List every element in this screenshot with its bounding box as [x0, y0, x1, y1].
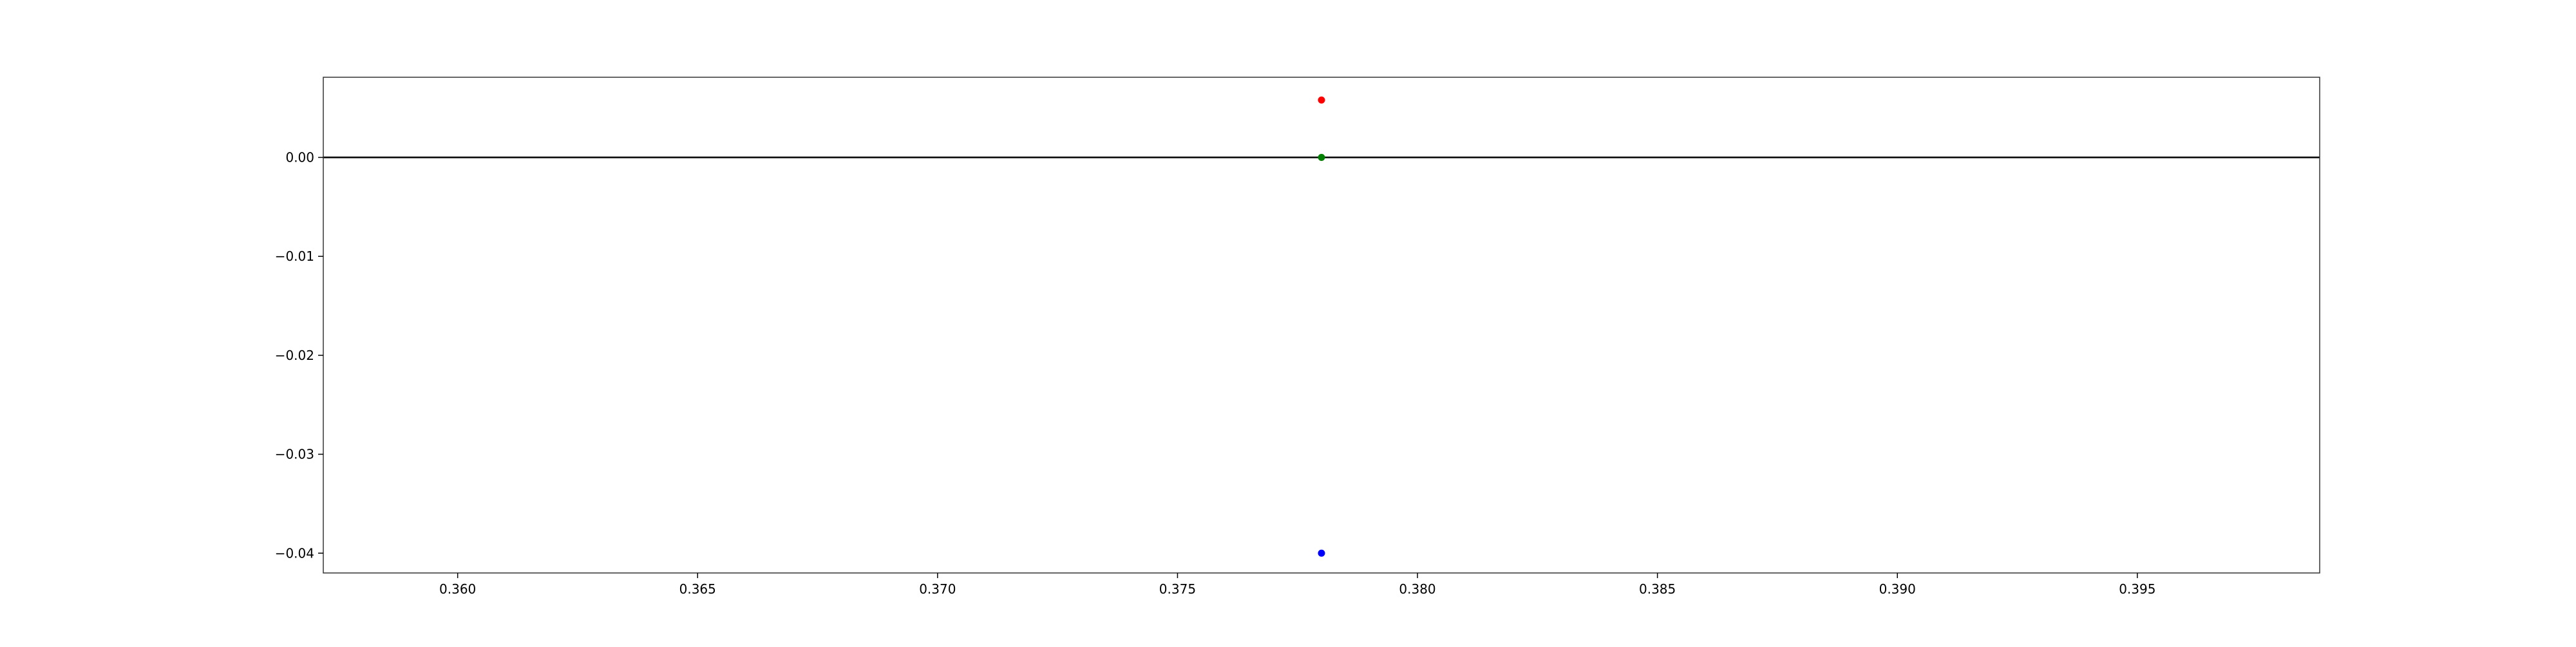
x-tick-label: 0.385 [1639, 581, 1676, 597]
x-tick-label: 0.365 [679, 581, 716, 597]
x-tick-label: 0.360 [439, 581, 476, 597]
data-point [1318, 153, 1325, 161]
y-tick-label: −0.03 [275, 447, 314, 462]
y-tick-label: −0.01 [275, 248, 314, 264]
plot-frame [323, 77, 2320, 574]
x-tick-label: 0.395 [2119, 581, 2155, 597]
y-tick-label: −0.02 [275, 348, 314, 363]
data-point [1318, 96, 1325, 104]
x-tick-label: 0.375 [1159, 581, 1196, 597]
data-point [1318, 549, 1325, 557]
x-tick-label: 0.390 [1879, 581, 1916, 597]
x-axis: 0.360 0.365 0.370 0.375 0.380 0.385 0.390 0.395 [439, 573, 2155, 597]
x-tick-label: 0.370 [919, 581, 956, 597]
y-tick-label: −0.04 [275, 545, 314, 561]
chart-marks [323, 96, 2320, 557]
x-tick-label: 0.380 [1399, 581, 1435, 597]
y-axis: 0.00 −0.01 −0.02 −0.03 −0.04 [275, 149, 323, 561]
y-tick-label: 0.00 [285, 149, 314, 165]
